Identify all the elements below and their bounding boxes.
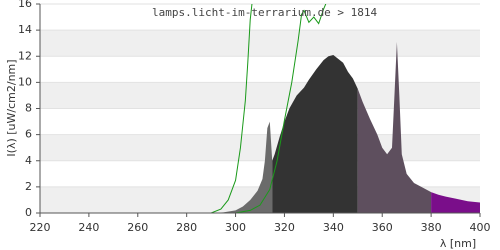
x-tick-label: 240 — [78, 221, 99, 234]
y-tick-label: 14 — [18, 23, 32, 36]
curve — [210, 4, 253, 213]
y-tick-label: 4 — [25, 154, 32, 167]
x-tick-label: 280 — [176, 221, 197, 234]
spectrum-area — [357, 41, 432, 213]
plot — [210, 4, 480, 213]
spectrum-area — [431, 192, 480, 213]
y-tick-label: 6 — [25, 128, 32, 141]
y-tick-label: 12 — [18, 49, 32, 62]
grid-band — [40, 30, 480, 57]
grid-band — [40, 82, 480, 109]
x-tick-label: 300 — [225, 221, 246, 234]
x-tick-label: 340 — [323, 221, 344, 234]
x-axis-label: λ [nm] — [440, 237, 476, 250]
x-tick-label: 320 — [274, 221, 295, 234]
y-tick-label: 16 — [18, 0, 32, 10]
y-tick-label: 0 — [25, 206, 32, 219]
axes: 0 2 4 6 8 10 12 14 16 220 240 260 280 300 320 340 360 380… — [18, 0, 491, 234]
grid-band — [40, 134, 480, 161]
x-tick-label: 400 — [470, 221, 491, 234]
grid — [40, 3, 480, 214]
x-tick-label: 380 — [421, 221, 442, 234]
y-tick-label: 10 — [18, 75, 32, 88]
y-tick-label: 8 — [25, 102, 32, 115]
curve — [235, 4, 327, 213]
x-tick-label: 220 — [30, 221, 51, 234]
spectrum-area — [211, 121, 273, 213]
y-tick-label: 2 — [25, 180, 32, 193]
x-tick-label: 360 — [372, 221, 393, 234]
y-axis-label: I(λ) [uW/cm2/nm] — [5, 59, 18, 156]
x-tick-label: 260 — [127, 221, 148, 234]
watermark: lamps.licht-im-terrarium.de > 1814 — [152, 6, 378, 19]
spectrum-area — [272, 54, 358, 213]
